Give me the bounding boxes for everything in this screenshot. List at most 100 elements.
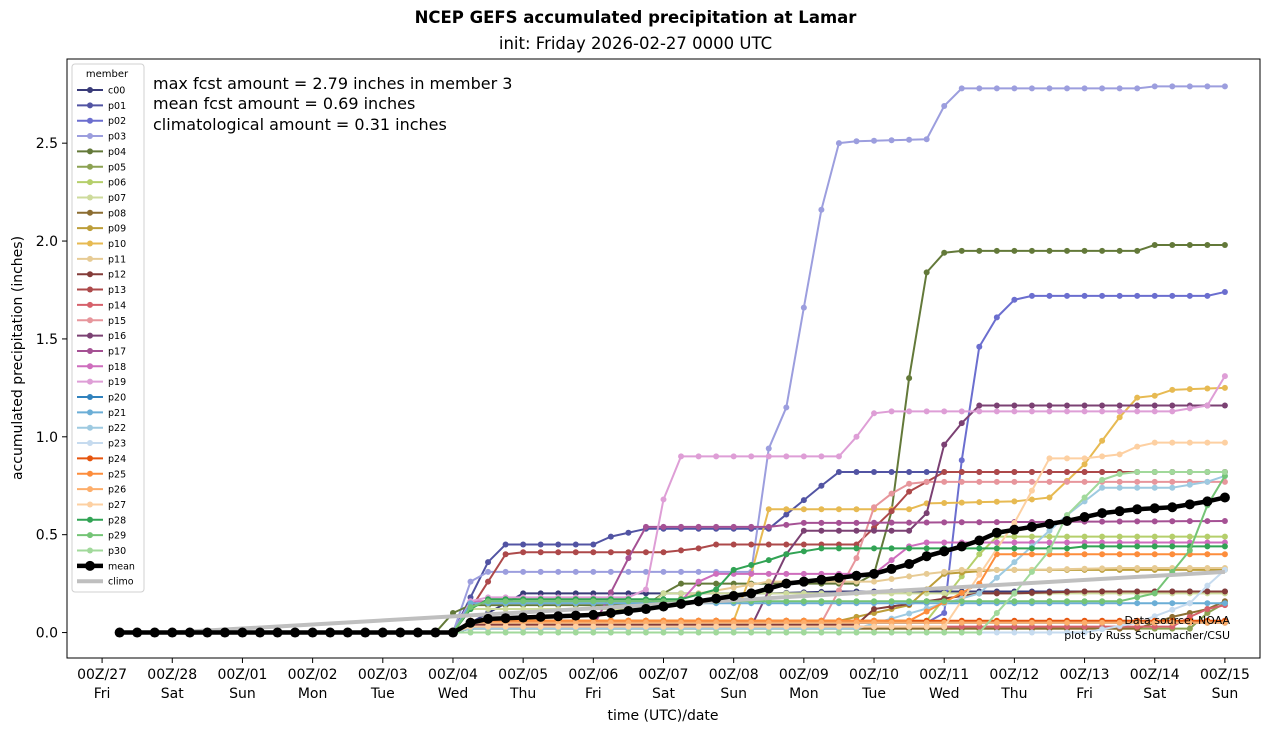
legend-label: p07 [108,193,126,204]
data-point-p18 [923,539,930,546]
data-point-p03 [555,568,562,575]
data-point-p04 [678,580,685,587]
data-point-p03 [485,568,492,575]
data-point-p23 [1186,600,1193,607]
data-point-p01 [555,541,562,548]
legend-marker [87,102,93,109]
data-point-p06 [1064,533,1071,540]
data-point-p30 [1204,469,1211,476]
data-point-p15 [923,478,930,485]
data-point-p10 [906,506,913,513]
data-point-mean [974,535,985,546]
data-point-p10 [1169,386,1176,393]
legend-marker [87,424,93,431]
data-point-p16 [1011,402,1018,409]
data-point-mean [693,596,704,607]
data-point-p06 [1134,533,1141,540]
data-point-p30 [555,629,562,636]
x-tick-day-label: Fri [585,686,602,702]
data-point-p23 [1011,629,1018,636]
data-point-mean [570,610,581,621]
data-point-mean [676,598,687,609]
data-point-p30 [502,629,509,636]
data-point-p16 [871,527,878,534]
data-point-p30 [835,629,842,636]
legend-item-p17: p17 [77,346,126,357]
data-point-p27 [642,623,649,630]
data-point-p25 [1204,551,1211,558]
data-point-p25 [1221,551,1228,558]
legend-marker [87,271,93,278]
data-point-p10 [818,506,825,513]
data-point-mean [1149,503,1160,514]
data-point-p03 [1046,85,1053,92]
data-point-p26 [993,619,1000,626]
data-point-p03 [1151,83,1158,90]
data-point-p17 [1186,518,1193,525]
data-point-p22 [1011,559,1018,566]
x-tick-label: 00Z/04 [428,667,478,683]
data-point-p15 [1116,478,1123,485]
data-point-p13 [993,469,1000,476]
data-point-mean [640,604,651,615]
data-point-mean [939,546,950,557]
data-point-p27 [1011,519,1018,526]
data-point-mean [746,588,757,599]
data-point-p12 [993,590,1000,597]
data-point-p23 [1028,629,1035,636]
data-point-p13 [572,549,579,556]
legend-label: c00 [108,86,125,97]
data-point-p28 [871,545,878,552]
data-point-p17 [1116,518,1123,525]
legend-item-climo: climo [77,577,134,588]
data-point-p03 [572,568,579,575]
data-point-mean [1114,506,1125,517]
data-point-p27 [976,571,983,578]
data-point-p17 [607,589,614,596]
data-point-p19 [713,453,720,460]
legend-box [71,63,145,593]
data-point-p30 [590,629,597,636]
data-point-p10 [783,506,790,513]
data-point-p12 [1186,588,1193,595]
legend-marker [87,516,93,523]
x-tick-label: 00Z/15 [1200,667,1250,683]
data-point-p29 [1011,598,1018,605]
data-point-p26 [1116,619,1123,626]
data-point-p19 [730,453,737,460]
data-point-p01 [572,541,579,548]
data-point-p03 [765,445,772,452]
x-tick-label: 00Z/05 [498,667,548,683]
data-point-p07 [783,590,790,597]
data-point-p28 [906,545,913,552]
data-point-p16 [1081,402,1088,409]
data-point-p18 [888,557,895,564]
data-point-p17 [695,523,702,530]
data-point-p30 [853,629,860,636]
data-point-p04 [1186,241,1193,248]
data-point-p10 [835,506,842,513]
data-point-p02 [976,343,983,350]
data-point-p11 [1204,564,1211,571]
data-point-p03 [871,137,878,144]
data-point-p02 [958,457,965,464]
data-point-p13 [783,541,790,548]
legend-item-p21: p21 [77,408,126,419]
data-point-p28 [1099,543,1106,550]
data-point-p27 [906,623,913,630]
data-point-p17 [871,519,878,526]
x-tick-label: 00Z/14 [1130,667,1180,683]
data-point-mean [816,574,827,585]
legend-marker [87,194,93,201]
data-point-p04 [906,375,913,382]
legend-label: p13 [108,285,126,296]
data-point-p27 [1081,455,1088,462]
data-point-p30 [713,629,720,636]
data-point-mean [711,593,722,604]
data-point-p11 [923,570,930,577]
legend-marker [87,286,93,293]
data-point-p27 [678,623,685,630]
data-point-p01 [906,469,913,476]
plot-area [66,58,1261,659]
data-point-p02 [1169,292,1176,299]
